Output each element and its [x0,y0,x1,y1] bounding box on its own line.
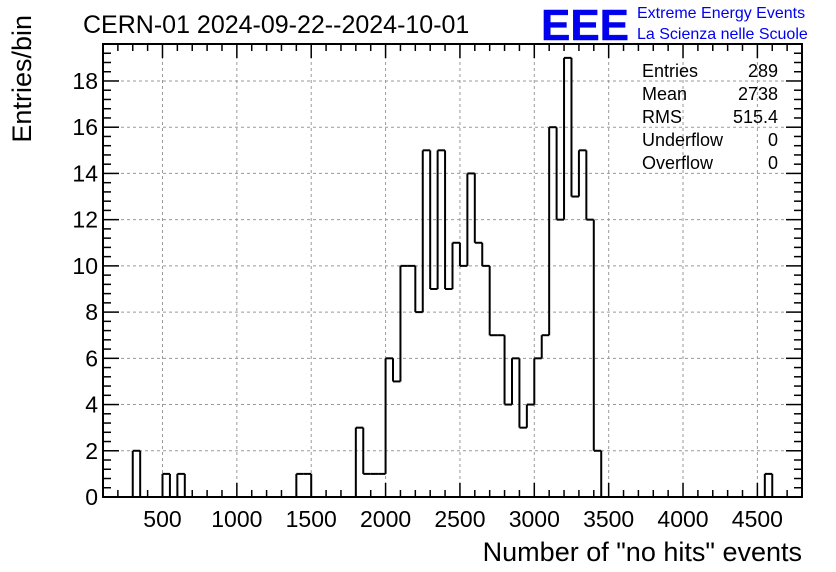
eee-logo: EEE Extreme Energy Events La Scienza nel… [541,1,808,51]
x-tick-label: 3000 [509,506,560,532]
x-tick-label: 4000 [657,506,708,532]
chart-title: CERN-01 2024-09-22--2024-10-01 [83,11,469,39]
x-tick-label: 4500 [732,506,783,532]
y-tick-label: 10 [72,253,98,279]
stat-rms-value: 515.4 [733,107,778,127]
logo-line-2: La Scienza nelle Scuole [637,26,808,43]
stat-mean-value: 2738 [738,84,778,104]
stat-entries-label: Entries [642,61,698,81]
stat-underflow-label: Underflow [642,130,724,150]
x-tick-labels: 500 1000 1500 2000 2500 3000 3500 4000 4500 [143,506,783,532]
y-tick-label: 12 [72,207,98,233]
axes [102,43,803,498]
x-axis-title: Number of "no hits" events [483,537,802,567]
y-tick-label: 0 [85,484,98,510]
x-tick-label: 2000 [360,506,411,532]
stat-rms-label: RMS [642,107,682,127]
x-tick-label: 1000 [211,506,262,532]
y-tick-label: 4 [85,392,98,418]
y-tick-label: 14 [72,160,98,186]
stat-entries-value: 289 [748,61,778,81]
stat-underflow-value: 0 [768,130,778,150]
y-tick-label: 16 [72,114,98,140]
stat-overflow-label: Overflow [642,153,714,173]
stats-box: Entries 289 Mean 2738 RMS 515.4 Underflo… [642,61,778,173]
plot-frame [102,43,803,498]
y-tick-label: 2 [85,438,98,464]
y-tick-label: 8 [85,299,98,325]
stat-mean-label: Mean [642,84,687,104]
x-tick-label: 1500 [286,506,337,532]
y-axis-title: Entries/bin [7,15,37,143]
stat-overflow-value: 0 [768,153,778,173]
eee-logo-mark: EEE [541,1,629,50]
x-tick-label: 3500 [583,506,634,532]
y-tick-label: 6 [85,345,98,371]
logo-line-1: Extreme Energy Events [637,5,805,22]
x-tick-label: 2500 [434,506,485,532]
y-tick-labels: 0 2 4 6 8 10 12 14 16 18 [72,68,98,510]
x-tick-label: 500 [143,506,181,532]
y-tick-label: 18 [72,68,98,94]
